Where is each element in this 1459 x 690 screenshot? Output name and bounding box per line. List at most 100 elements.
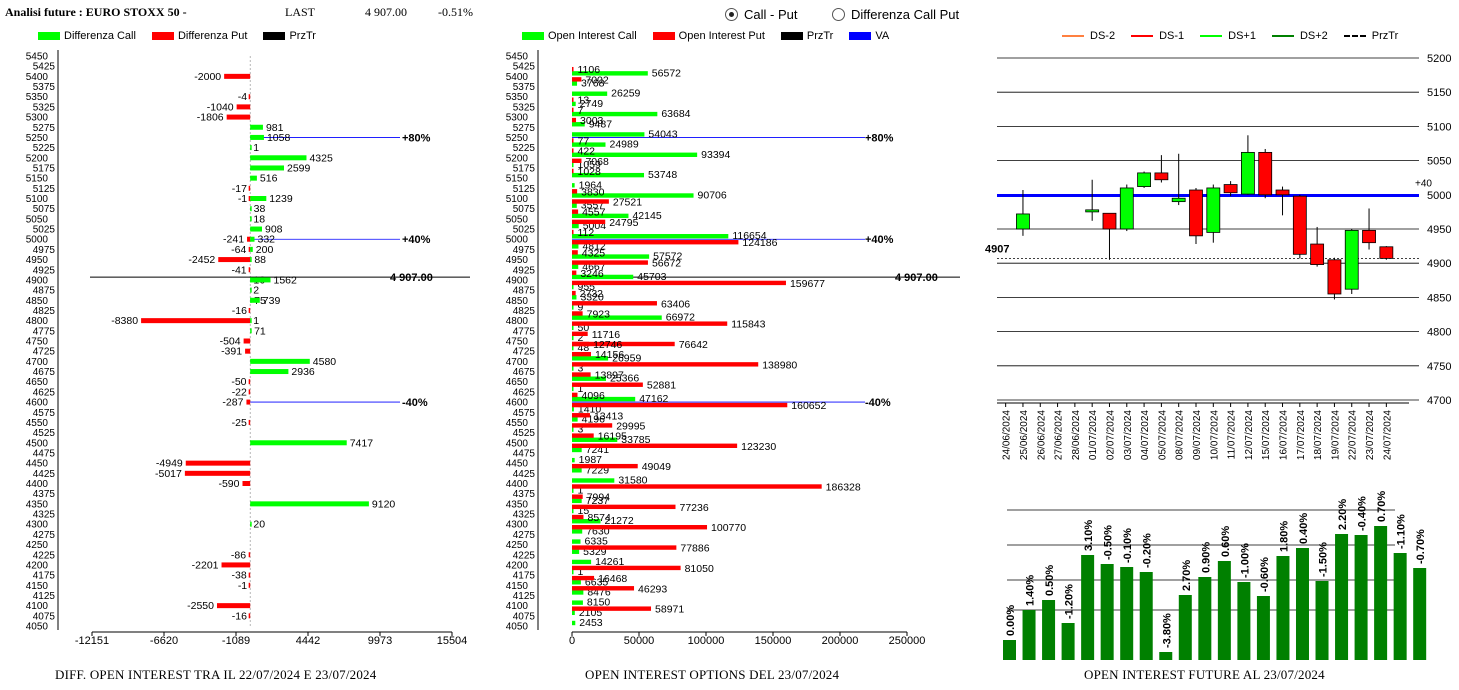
oi-call-label: 45703 [637, 271, 666, 283]
oi-put-bar [572, 351, 591, 357]
oi-call-bar [572, 590, 584, 595]
diff-data-label: 18 [253, 213, 265, 225]
diff-put-bar [247, 236, 251, 242]
candle-down [1327, 259, 1342, 295]
oi-put-label: 13413 [594, 410, 623, 422]
diff-data-label: -504 [220, 336, 241, 348]
oi-call-bar [572, 223, 579, 229]
strike-tick-label: 5450 [26, 52, 49, 63]
diff-call-bar [250, 297, 260, 303]
date-tick-label: 15/07/2024 [1261, 410, 1272, 460]
diff-put-bar [248, 185, 251, 191]
oi-put-label: 13897 [595, 370, 624, 382]
oi-put-bar [572, 148, 574, 153]
oi-put-bar [572, 168, 574, 174]
strike-tick-label: 4225 [513, 550, 536, 561]
oi-put-label: 115843 [731, 319, 765, 331]
strike-tick-label: 5325 [513, 102, 536, 113]
strike-tick-label: 4575 [33, 408, 56, 419]
radio-call-put[interactable]: Call - Put [725, 7, 797, 22]
diff-data-label: -5017 [155, 468, 182, 480]
oi-put-bar [572, 545, 677, 550]
oi-call-label: 47162 [639, 393, 668, 405]
candle-down [1258, 151, 1273, 196]
future-oi-bar [1042, 600, 1056, 660]
oi-call-label: 26259 [611, 88, 640, 100]
x-tick-label: 250000 [889, 635, 926, 647]
diff-call-bar [250, 440, 347, 446]
legend-middle: Open Interest Call Open Interest Put Prz… [522, 30, 905, 42]
oi-put-label: 46293 [638, 583, 667, 595]
future-oi-label: -0.40% [1357, 496, 1369, 531]
strike-tick-label: 4925 [513, 265, 536, 276]
strike-tick-label: 4850 [506, 296, 529, 307]
oi-call-bar [572, 417, 578, 422]
oi-call-label: 1 [578, 383, 584, 395]
diff-put-bar [248, 419, 251, 425]
strike-tick-label: 4200 [26, 560, 49, 571]
y-tick-label: 5150 [1427, 87, 1451, 99]
diff-data-label: 75 [254, 295, 266, 307]
future-oi-bar [1178, 595, 1192, 660]
oi-call-label: 66972 [666, 312, 695, 324]
strike-tick-label: 5350 [506, 92, 529, 103]
oi-put-bar [572, 158, 582, 163]
date-tick-label: 23/07/2024 [1365, 410, 1376, 460]
oi-call-label: 1059 [578, 159, 602, 171]
strike-tick-label: 4925 [33, 265, 56, 276]
strike-tick-label: 5325 [33, 102, 56, 113]
oi-put-label: 7002 [585, 74, 609, 86]
strike-tick-label: 5050 [26, 214, 49, 225]
diff-data-label: -4949 [156, 458, 183, 470]
strike-tick-label: 4400 [506, 479, 529, 490]
oi-call-bar [572, 569, 574, 575]
radio-diff-call-put[interactable]: Differenza Call Put [832, 7, 959, 22]
strike-tick-label: 4475 [513, 448, 536, 459]
oi-call-label: 2453 [579, 617, 603, 629]
oi-call-bar [572, 345, 574, 351]
oi-put-label: 3003 [580, 115, 604, 127]
diff-data-label: -2000 [194, 71, 221, 83]
strike-tick-label: 4100 [506, 601, 529, 612]
strike-tick-label: 5000 [26, 235, 49, 246]
future-oi-bar [1335, 534, 1349, 660]
future-oi-label: 0.70% [1376, 491, 1388, 522]
candle-down [1223, 184, 1238, 194]
strike-tick-label: 5275 [33, 123, 56, 134]
diff-data-label: 1058 [267, 132, 291, 144]
oi-call-label: 24989 [609, 139, 638, 151]
strike-tick-label: 4775 [513, 326, 536, 337]
strike-tick-label: 4325 [33, 510, 56, 521]
candle-up [1344, 229, 1359, 290]
oi-put-bar [572, 138, 574, 143]
future-oi-label: 3.10% [1083, 520, 1095, 551]
oi-call-bar [572, 519, 601, 524]
oi-call-bar [572, 386, 574, 392]
oi-call-label: 3 [578, 424, 584, 436]
oi-call-label: 8150 [587, 597, 611, 609]
oi-call-bar [572, 478, 615, 483]
date-tick-label: 16/07/2024 [1279, 410, 1290, 460]
diff-data-label: -1 [238, 580, 247, 592]
diff-data-label: 2599 [287, 162, 311, 174]
strike-tick-label: 4500 [506, 438, 529, 449]
oi-put-label: 100770 [711, 522, 746, 534]
date-tick-label: 02/07/2024 [1105, 410, 1116, 460]
oi-call-label: 57572 [653, 251, 682, 263]
oi-call-bar [572, 284, 574, 290]
oi-put-label: 56672 [652, 258, 681, 270]
diff-call-bar [250, 165, 285, 171]
future-oi-label: 0.60% [1220, 526, 1232, 557]
candle-down [1379, 246, 1394, 259]
oi-put-label: 81050 [685, 563, 714, 575]
strike-tick-label: 4750 [506, 337, 529, 348]
oi-call-label: 90706 [698, 190, 727, 202]
legend-item-prztr: PrzTr [780, 30, 833, 42]
strike-tick-label: 4850 [26, 296, 49, 307]
legend-item-ds-1: DS-1 [1131, 30, 1184, 42]
diff-call-bar [250, 226, 262, 232]
oi-put-label: 159677 [790, 278, 825, 290]
diff-data-label: 38 [254, 203, 266, 215]
strike-tick-label: 4275 [33, 530, 56, 541]
diff-put-bar [248, 196, 251, 201]
